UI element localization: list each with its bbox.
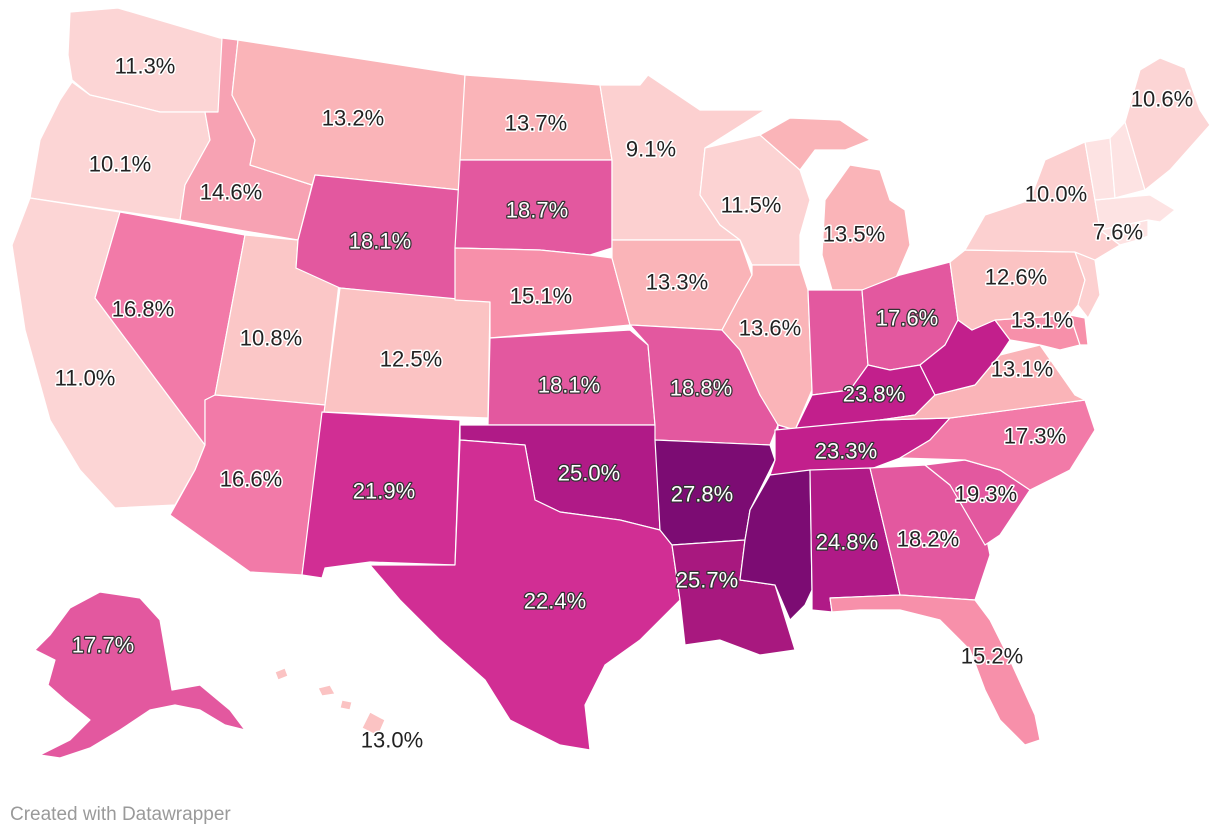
label-missouri: 18.8% xyxy=(670,376,732,401)
label-virginia: 13.1% xyxy=(991,357,1053,382)
state-maine[interactable] xyxy=(1124,57,1211,191)
label-north-carolina: 17.3% xyxy=(1004,424,1066,449)
state-michigan[interactable] xyxy=(821,164,911,291)
label-washington: 11.3% xyxy=(115,54,176,79)
label-idaho: 14.6% xyxy=(200,180,262,205)
label-illinois: 13.6% xyxy=(739,316,801,341)
label-maryland: 13.1% xyxy=(1011,308,1073,333)
label-montana: 13.2% xyxy=(322,106,384,131)
label-colorado: 12.5% xyxy=(380,347,442,372)
label-north-dakota: 13.7% xyxy=(505,111,567,136)
label-louisiana: 25.7% xyxy=(676,568,738,593)
label-south-carolina: 19.3% xyxy=(955,482,1017,507)
label-pennsylvania: 12.6% xyxy=(985,265,1047,290)
label-new-york: 10.0% xyxy=(1025,182,1087,207)
datawrapper-credit[interactable]: Created with Datawrapper xyxy=(10,804,231,825)
label-iowa: 13.3% xyxy=(646,270,708,295)
label-alabama: 24.8% xyxy=(816,530,878,555)
label-kentucky: 23.8% xyxy=(843,382,905,407)
label-florida: 15.2% xyxy=(961,644,1023,669)
state-alaska[interactable] xyxy=(34,591,246,759)
label-hawaii: 13.0% xyxy=(361,728,423,753)
state-michigan-upper[interactable] xyxy=(759,117,871,171)
label-michigan: 13.5% xyxy=(823,222,885,247)
label-utah: 10.8% xyxy=(240,326,302,351)
label-georgia: 18.2% xyxy=(897,527,959,552)
label-wyoming: 18.1% xyxy=(349,229,411,254)
state-delaware[interactable] xyxy=(1069,314,1089,346)
state-new-mexico[interactable] xyxy=(301,411,461,579)
state-florida[interactable] xyxy=(829,594,1041,746)
label-oregon: 10.1% xyxy=(89,152,151,177)
label-wisconsin: 11.5% xyxy=(721,193,782,218)
label-california: 11.0% xyxy=(55,366,116,391)
label-new-mexico: 21.9% xyxy=(353,479,415,504)
label-minnesota: 9.1% xyxy=(626,137,676,162)
label-arkansas: 27.8% xyxy=(671,482,733,507)
state-texas[interactable] xyxy=(369,439,681,751)
label-massachusetts: 7.6% xyxy=(1093,220,1143,245)
label-ohio: 17.6% xyxy=(876,306,938,331)
label-maine: 10.6% xyxy=(1131,87,1193,112)
state-illinois[interactable] xyxy=(721,264,813,431)
state-hawaii[interactable] xyxy=(274,667,386,737)
label-oklahoma: 25.0% xyxy=(558,461,620,486)
label-tennessee: 23.3% xyxy=(815,439,877,464)
label-nebraska: 15.1% xyxy=(510,284,572,309)
label-alaska: 17.7% xyxy=(72,633,134,658)
label-texas: 22.4% xyxy=(524,589,586,614)
label-nevada: 16.8% xyxy=(112,297,174,322)
state-massachusetts[interactable] xyxy=(1094,194,1176,231)
label-arizona: 16.6% xyxy=(220,467,282,492)
label-south-dakota: 18.7% xyxy=(506,198,568,223)
label-kansas: 18.1% xyxy=(538,373,600,398)
